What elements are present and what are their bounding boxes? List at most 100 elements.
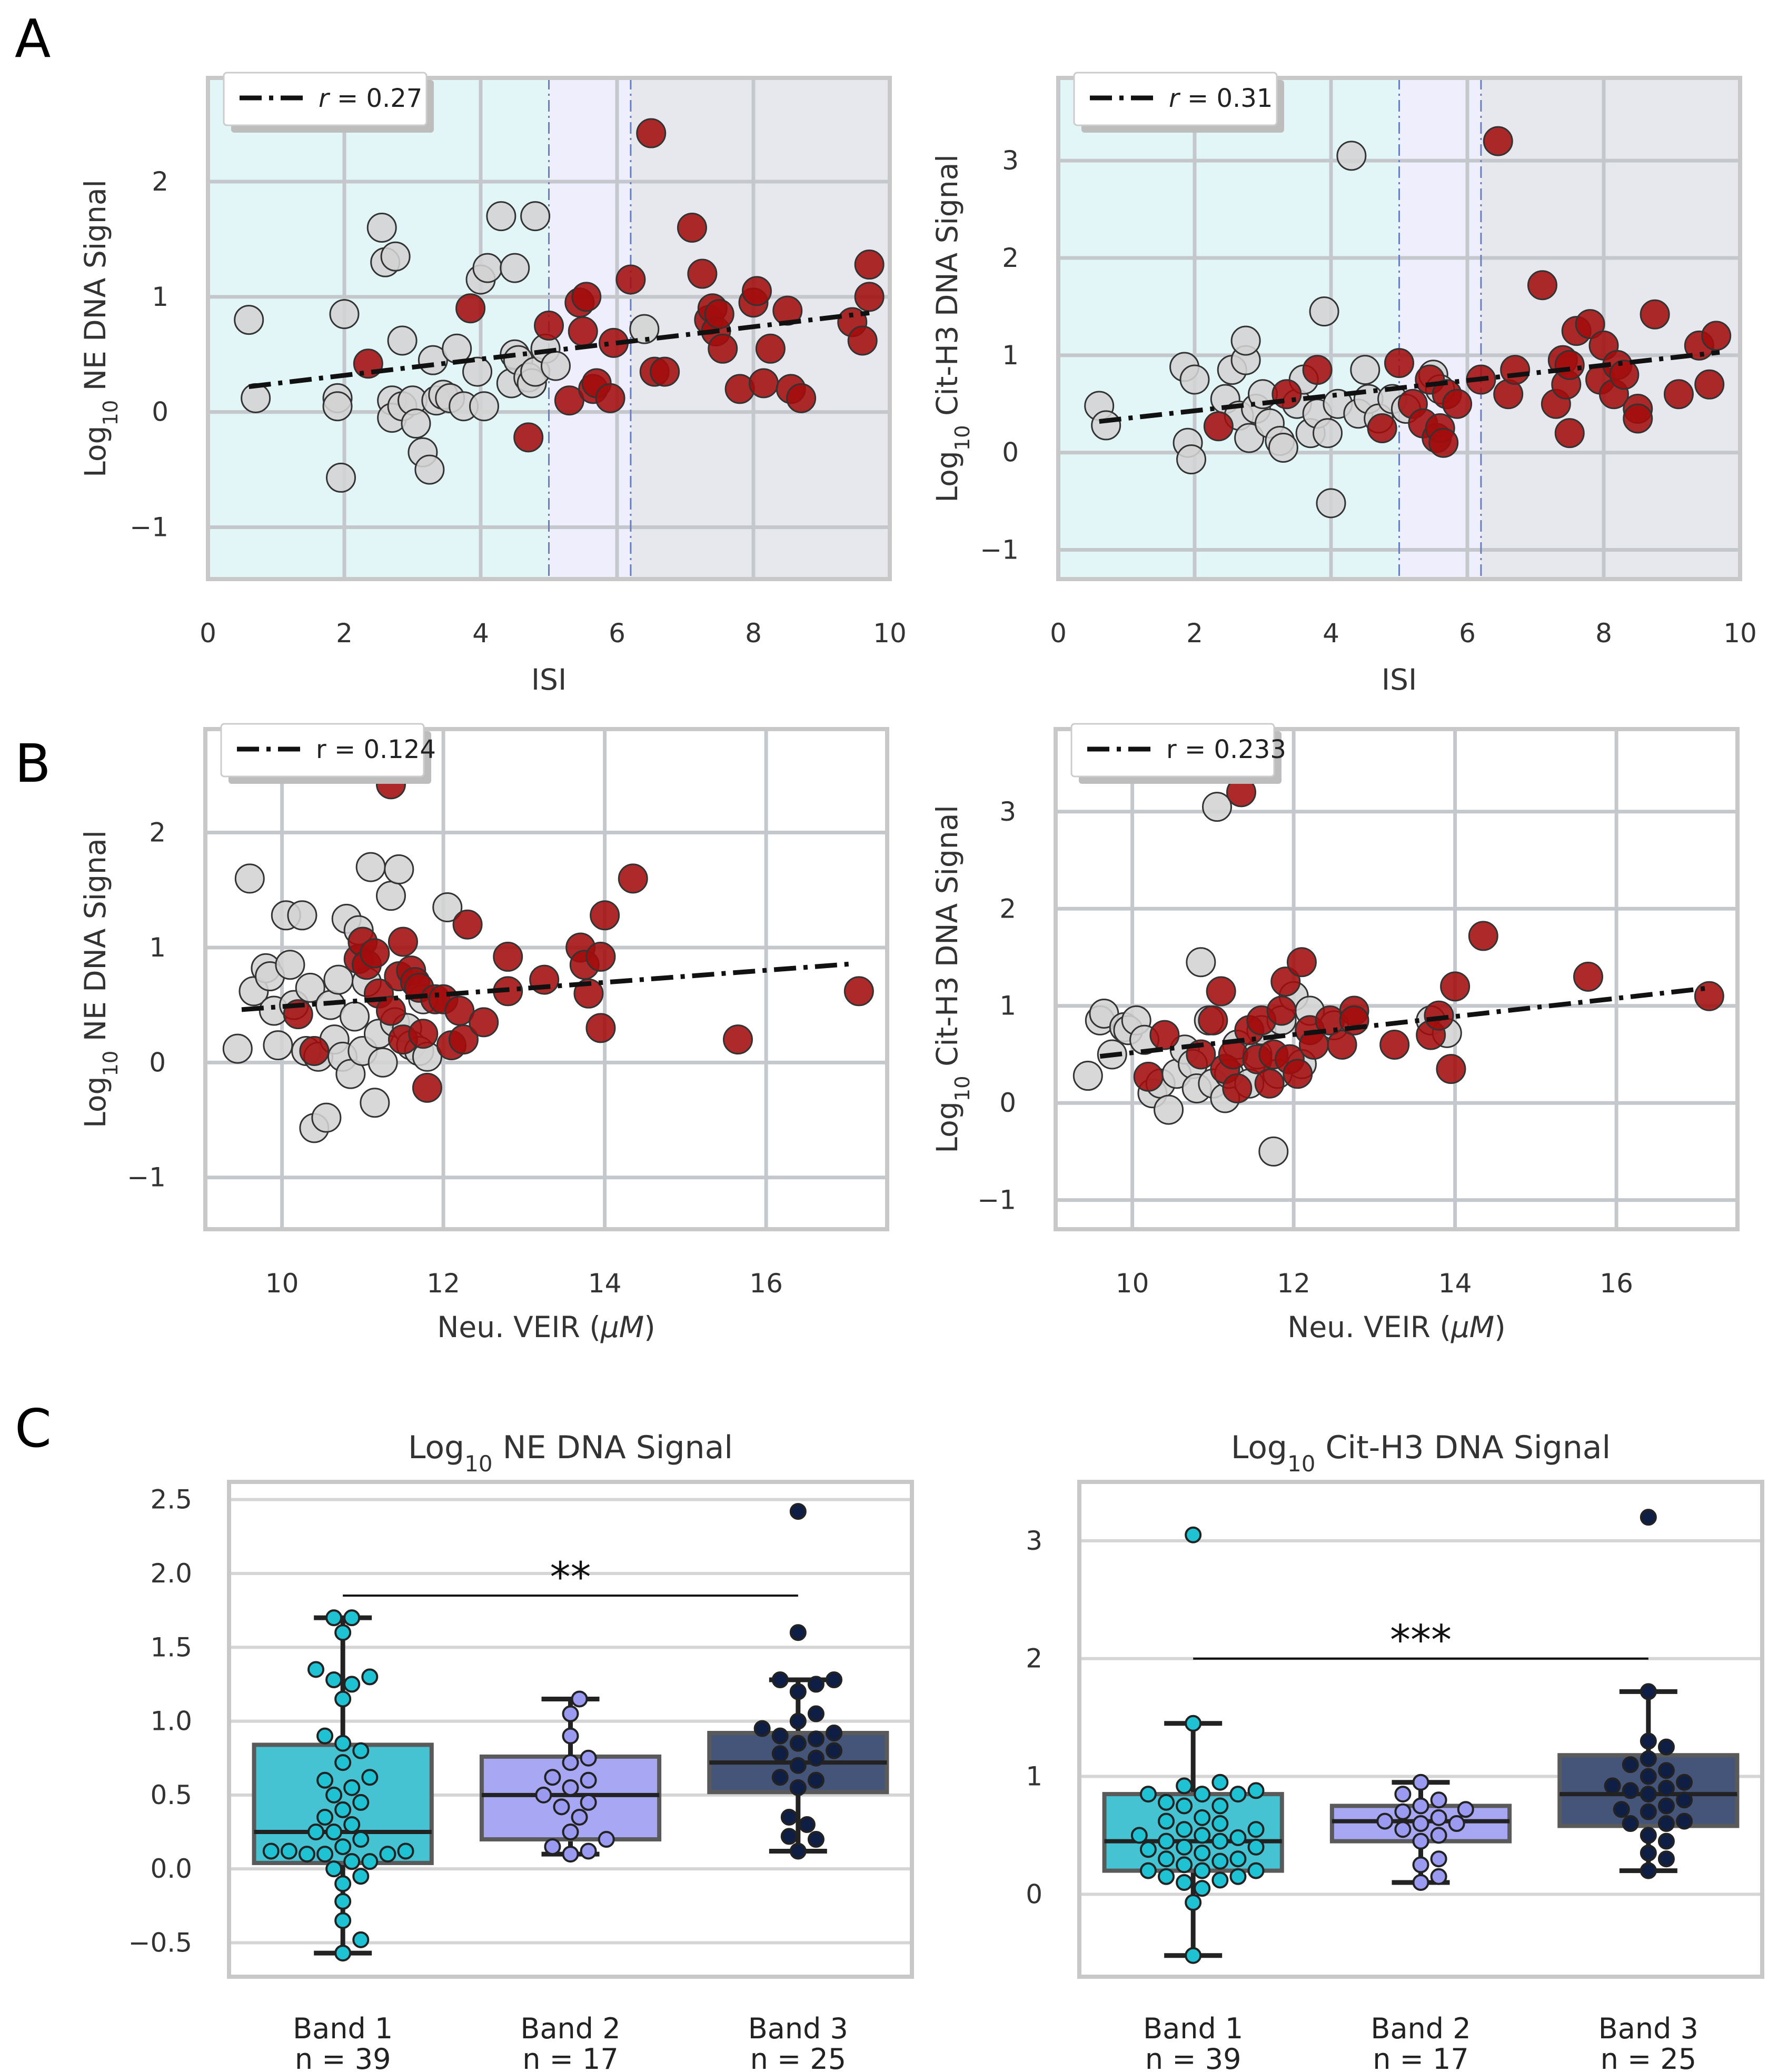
data-point-high — [1198, 1005, 1228, 1035]
data-point-high — [615, 264, 646, 295]
x-tick-label: 10 — [873, 618, 907, 649]
swarm-point-band-1 — [1158, 1812, 1175, 1830]
swarm-point-band-1 — [1247, 1862, 1265, 1879]
data-point-high — [534, 311, 564, 341]
data-point-low — [1234, 423, 1265, 453]
swarm-point-band-1 — [1176, 1821, 1193, 1838]
data-point-high — [786, 383, 817, 413]
data-point-high — [1500, 355, 1531, 385]
y-tick-label: 2 — [999, 893, 1016, 924]
swarm-point-band-3 — [1640, 1768, 1657, 1785]
y-axis-label: Log10 NE DNA Signal — [78, 180, 123, 477]
data-point-high — [1424, 1000, 1454, 1031]
plot-frame — [227, 1480, 914, 1979]
isi-band-3 — [1481, 78, 1740, 579]
data-point-high — [1149, 1020, 1180, 1050]
y-tick-label: 0 — [1002, 437, 1019, 468]
swarm-point-band-1 — [325, 1860, 343, 1878]
x-tick-label: 10 — [265, 1268, 299, 1299]
data-point-high — [469, 1007, 499, 1038]
x-tick-label: 6 — [609, 618, 625, 649]
data-point-high — [1206, 976, 1236, 1007]
data-point-low — [1176, 444, 1207, 475]
data-point-high — [1554, 418, 1585, 449]
y-tick-label: 1 — [1026, 1761, 1042, 1792]
x-tick-label: 8 — [1595, 618, 1612, 649]
category-label: Band 2 — [520, 2012, 620, 2045]
data-point-low — [322, 391, 353, 422]
legend-box — [220, 723, 425, 778]
data-point-low — [360, 1088, 390, 1118]
legend-box — [1073, 72, 1278, 126]
data-point-low — [384, 854, 414, 884]
y-tick-label: 1 — [149, 932, 166, 963]
swarm-point-band-3 — [771, 1769, 789, 1786]
swarm-point-band-1 — [307, 1661, 325, 1678]
swarm-point-band-1 — [1211, 1815, 1229, 1832]
data-point-high — [1367, 413, 1397, 443]
x-tick-label: 4 — [472, 618, 489, 649]
swarm-point-band-3 — [1640, 1509, 1657, 1526]
swarm-point-band-3 — [789, 1683, 807, 1700]
swarm-point-band-3 — [1657, 1797, 1675, 1815]
swarm-point-band-1 — [1176, 1856, 1193, 1874]
swarm-point-band-1 — [1158, 1832, 1175, 1850]
x-axis-label: Neu. VEIR (μM) — [437, 1310, 655, 1344]
data-point-low — [1072, 1061, 1103, 1091]
swarm-point-band-1 — [352, 1931, 370, 1948]
data-point-low — [401, 409, 431, 439]
swarm-point-band-3 — [1657, 1762, 1675, 1779]
category-count: n = 39 — [1145, 2043, 1241, 2072]
data-point-high — [1468, 921, 1498, 951]
data-point-high — [1428, 427, 1459, 458]
data-point-high — [1694, 369, 1725, 400]
data-point-high — [571, 282, 602, 312]
data-point-high — [590, 900, 620, 931]
data-point-low — [329, 299, 360, 330]
plot-frame — [1056, 76, 1742, 581]
swarm-point-band-1 — [361, 1769, 379, 1786]
swarm-point-band-2 — [1412, 1815, 1429, 1832]
panel-letter-c: C — [15, 1398, 52, 1459]
category-count: n = 17 — [522, 2043, 619, 2072]
data-point-high — [1286, 947, 1317, 978]
swarm-point-band-1 — [334, 1624, 352, 1641]
significance-stars: ** — [550, 1554, 591, 1601]
data-point-low — [287, 900, 317, 931]
swarm-point-band-3 — [1613, 1801, 1630, 1818]
swarm-point-band-1 — [334, 1838, 352, 1856]
data-point-high — [452, 909, 483, 940]
y-tick-label: 2 — [1026, 1643, 1042, 1674]
isi-band-1 — [208, 78, 549, 579]
swarm-point-band-3 — [1676, 1774, 1693, 1791]
swarm-point-band-1 — [1194, 1809, 1211, 1826]
data-point-high — [1384, 348, 1414, 378]
y-tick-label: 3 — [999, 796, 1016, 827]
swarm-point-band-3 — [1640, 1845, 1657, 1861]
swarm-point-band-1 — [325, 1671, 343, 1688]
swarm-point-band-2 — [571, 1690, 588, 1708]
legend-label: r = 0.124 — [316, 735, 436, 764]
x-tick-label: 14 — [1438, 1268, 1472, 1299]
category-count: n = 25 — [1601, 2043, 1697, 2072]
swarm-point-band-1 — [1211, 1871, 1229, 1889]
x-tick-label: 10 — [1723, 618, 1757, 649]
x-tick-label: 4 — [1323, 618, 1339, 649]
y-tick-label: 1.0 — [150, 1706, 192, 1737]
y-tick-label: 3 — [1002, 145, 1019, 176]
data-point-high — [1573, 961, 1603, 992]
swarm-point-band-3 — [789, 1842, 807, 1860]
trend-line — [249, 310, 870, 389]
data-point-high — [1283, 1059, 1313, 1089]
x-tick-label: 0 — [200, 618, 216, 649]
data-point-high — [687, 258, 718, 289]
swarm-point-band-3 — [753, 1720, 771, 1737]
swarm-point-band-3 — [771, 1671, 789, 1688]
data-point-high — [1701, 321, 1732, 351]
swarm-point-band-3 — [798, 1816, 816, 1833]
data-point-high — [585, 941, 616, 972]
swarm-point-band-2 — [562, 1779, 579, 1796]
swarm-point-band-2 — [544, 1838, 561, 1856]
category-label: Band 3 — [1598, 2012, 1699, 2045]
